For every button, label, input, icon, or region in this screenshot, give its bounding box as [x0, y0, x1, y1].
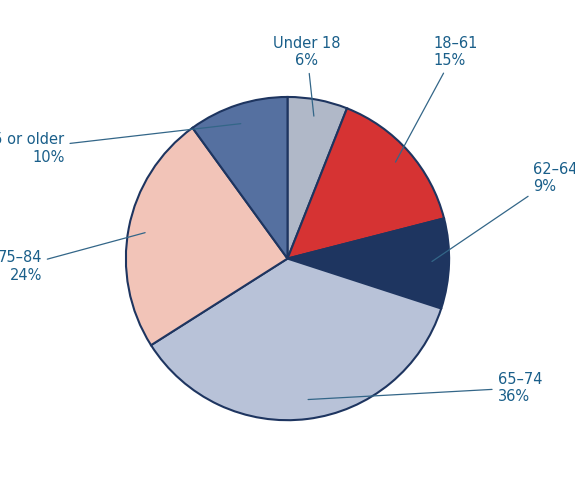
Text: 65–74
36%: 65–74 36% — [308, 372, 542, 404]
Wedge shape — [288, 218, 449, 309]
Wedge shape — [193, 97, 288, 259]
Wedge shape — [151, 259, 441, 420]
Wedge shape — [126, 128, 288, 345]
Wedge shape — [288, 97, 347, 259]
Text: 62–64
9%: 62–64 9% — [432, 162, 575, 262]
Text: Under 18
6%: Under 18 6% — [273, 36, 340, 116]
Text: 18–61
15%: 18–61 15% — [396, 36, 477, 162]
Text: 85 or older
10%: 85 or older 10% — [0, 124, 241, 165]
Text: 75–84
24%: 75–84 24% — [0, 232, 145, 283]
Wedge shape — [288, 108, 444, 259]
